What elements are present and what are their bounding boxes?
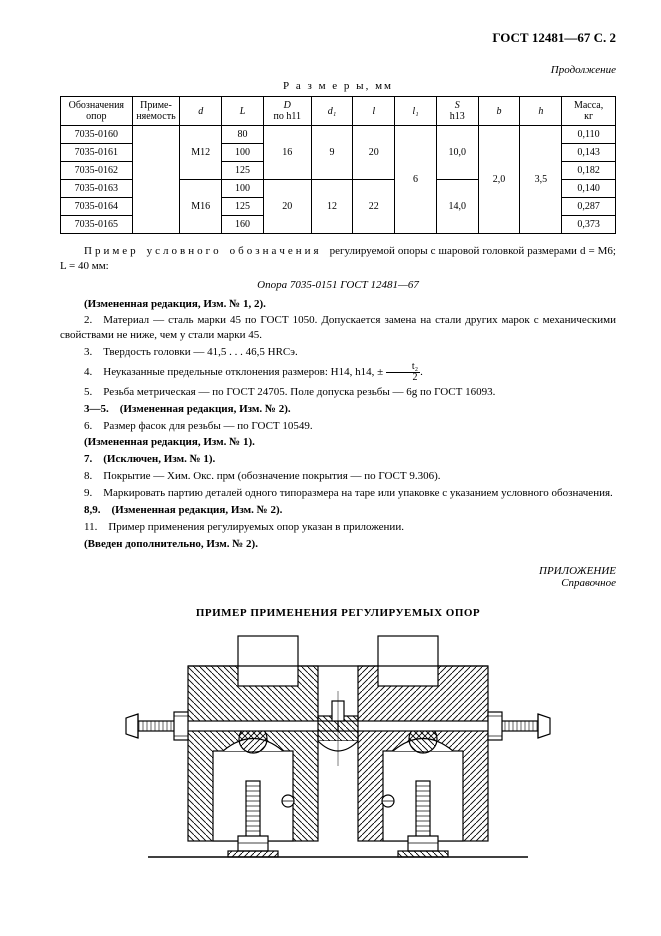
col-header: Sh13 xyxy=(436,97,478,126)
note-11b: (Введен дополнительно, Изм. № 2). xyxy=(60,537,616,552)
note-6b: (Измененная редакция, Изм. № 1). xyxy=(60,435,616,450)
col-header: Dпо h11 xyxy=(263,97,311,126)
table-title: Р а з м е р ы, мм xyxy=(60,80,616,92)
note-5: 5. Резьба метрическая — по ГОСТ 24705. П… xyxy=(60,385,616,400)
col-header: d xyxy=(180,97,222,126)
col-header: h xyxy=(520,97,562,126)
example-intro: П р и м е р у с л о в н о г о о б о з н … xyxy=(60,244,616,274)
note-7: 7. (Исключен, Изм. № 1). xyxy=(60,452,616,467)
application-figure xyxy=(60,631,616,881)
note-1: (Измененная редакция, Изм. № 1, 2). xyxy=(60,297,616,312)
col-header: Масса,кг xyxy=(562,97,616,126)
col-header: L xyxy=(222,97,264,126)
col-header: Приме-няемость xyxy=(132,97,180,126)
notes-block: П р и м е р у с л о в н о г о о б о з н … xyxy=(60,244,616,551)
note-6: 6. Размер фасок для резьбы — по ГОСТ 105… xyxy=(60,419,616,434)
section-title: ПРИМЕР ПРИМЕНЕНИЯ РЕГУЛИРУЕМЫХ ОПОР xyxy=(60,607,616,619)
note-3-5: 3—5. (Измененная редакция, Изм. № 2). xyxy=(60,402,616,417)
note-3: 3. Твердость головки — 41,5 . . . 46,5 H… xyxy=(60,345,616,360)
page-header: ГОСТ 12481—67 С. 2 xyxy=(60,30,616,46)
note-8: 8. Покрытие — Хим. Окс. прм (обозначение… xyxy=(60,469,616,484)
col-header: d₁ xyxy=(311,97,353,126)
col-header: b xyxy=(478,97,520,126)
dimensions-table: Обозначения опорПриме-няемостьdLDпо h11d… xyxy=(60,96,616,234)
col-header: l₁ xyxy=(395,97,437,126)
appendix-label: ПРИЛОЖЕНИЕ Справочное xyxy=(60,565,616,589)
table-row: 7035-0160M128016920610,02,03,50,110 xyxy=(61,126,616,144)
col-header: l xyxy=(353,97,395,126)
note-2: 2. Материал — сталь марки 45 по ГОСТ 105… xyxy=(60,313,616,343)
note-9: 9. Маркировать партию деталей одного тип… xyxy=(60,486,616,501)
note-4: 4. Неуказанные предельные отклонения раз… xyxy=(60,362,616,383)
example-designation: Опора 7035-0151 ГОСТ 12481—67 xyxy=(60,278,616,293)
note-11: 11. Пример применения регулируемых опор … xyxy=(60,520,616,535)
note-8-9: 8,9. (Измененная редакция, Изм. № 2). xyxy=(60,503,616,518)
continuation-label: Продолжение xyxy=(60,64,616,76)
col-header: Обозначения опор xyxy=(61,97,133,126)
